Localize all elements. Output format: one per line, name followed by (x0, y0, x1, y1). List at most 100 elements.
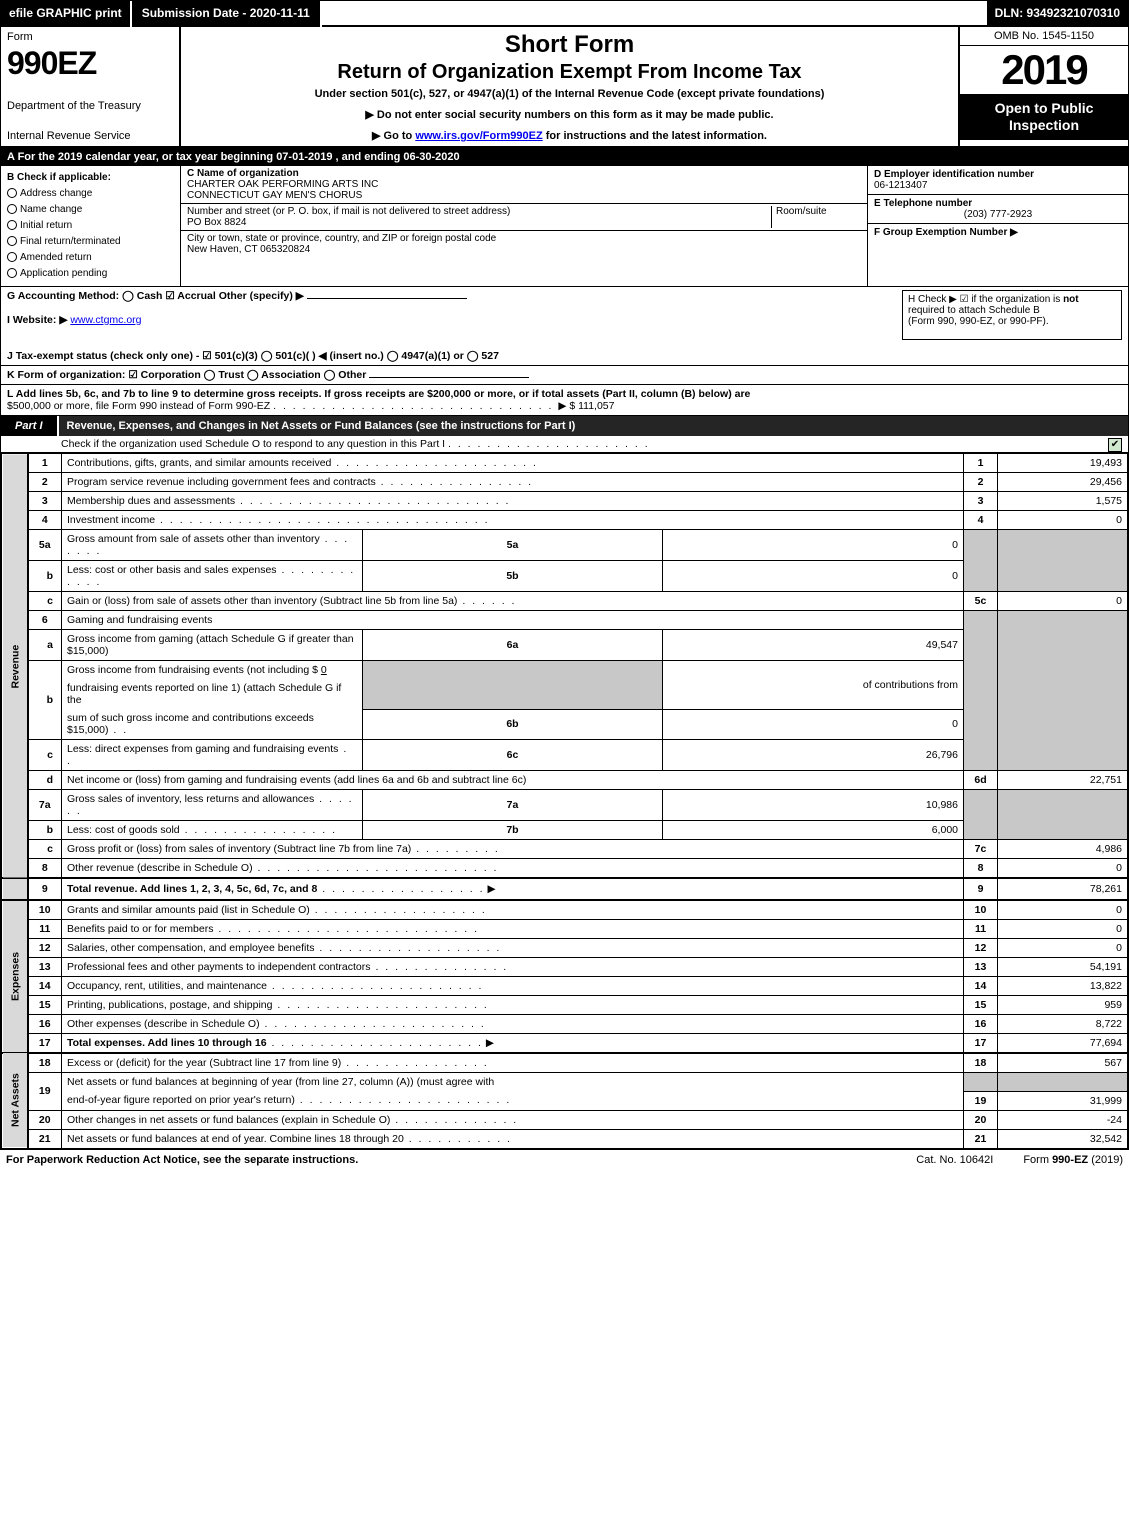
l-value: ▶ $ 111,057 (558, 400, 614, 412)
k-form-org: K Form of organization: ☑ Corporation ◯ … (7, 369, 366, 381)
goto-pre: ▶ Go to (372, 130, 415, 142)
dept-treasury: Department of the Treasury (7, 100, 173, 112)
ln6d-on: 6d (964, 771, 998, 790)
c-name-label: C Name of organization (187, 168, 299, 179)
ln1-ov: 19,493 (998, 454, 1128, 473)
h-line2: required to attach Schedule B (908, 305, 1040, 316)
ln6b-mv: 0 (663, 709, 964, 740)
ln15-on: 15 (964, 996, 998, 1015)
e-phone-value: (203) 777-2923 (874, 209, 1122, 220)
ln6a-mn: 6a (362, 630, 663, 661)
ln21-desc: Net assets or fund balances at end of ye… (62, 1129, 964, 1148)
ln6b-desc2: fundraising events reported on line 1) (… (62, 679, 363, 709)
ln6b-greyn (362, 661, 663, 710)
ln5c-ov: 0 (998, 592, 1128, 611)
ln19-desc1: Net assets or fund balances at beginning… (62, 1073, 964, 1092)
h-line3: (Form 990, 990-EZ, or 990-PF). (908, 316, 1049, 327)
k-other-field[interactable] (369, 377, 529, 378)
chk-amended[interactable]: Amended return (7, 250, 174, 266)
ln1-num: 1 (28, 454, 62, 473)
chk-name-change[interactable]: Name change (7, 202, 174, 218)
side-netassets: Net Assets (2, 1053, 28, 1148)
ln7c-num: c (28, 840, 62, 859)
chk-app-pending[interactable]: Application pending (7, 266, 174, 282)
ln20-desc: Other changes in net assets or fund bala… (62, 1110, 964, 1129)
ln13-num: 13 (28, 958, 62, 977)
under-section: Under section 501(c), 527, or 4947(a)(1)… (189, 88, 950, 100)
l-line2: $500,000 or more, file Form 990 instead … (7, 400, 270, 412)
ln4-on: 4 (964, 511, 998, 530)
org-name-2: CONNECTICUT GAY MEN'S CHORUS (187, 190, 362, 201)
ln7c-on: 7c (964, 840, 998, 859)
footer-right: Form 990-EZ (2019) (1023, 1154, 1123, 1166)
part-i-checkbox[interactable]: ✔ (1108, 438, 1122, 452)
submission-date: Submission Date - 2020-11-11 (130, 1, 322, 27)
footer-catno: Cat. No. 10642I (886, 1154, 1023, 1166)
c-city-label: City or town, state or province, country… (187, 233, 496, 244)
g-other-field[interactable] (307, 298, 467, 299)
ln2-on: 2 (964, 473, 998, 492)
ln7ab-grey2 (998, 790, 1128, 840)
efile-print-label[interactable]: efile GRAPHIC print (1, 1, 130, 27)
ln8-on: 8 (964, 859, 998, 879)
chk-address-change[interactable]: Address change (7, 186, 174, 202)
row-k: K Form of organization: ☑ Corporation ◯ … (1, 366, 1128, 385)
l-line1: L Add lines 5b, 6c, and 7b to line 9 to … (7, 388, 750, 400)
ln7c-desc: Gross profit or (loss) from sales of inv… (62, 840, 964, 859)
form-number: 990EZ (7, 45, 173, 82)
irs-link[interactable]: www.irs.gov/Form990EZ (415, 130, 542, 142)
org-name-1: CHARTER OAK PERFORMING ARTS INC (187, 179, 378, 190)
h-line1: H Check ▶ ☑ if the organization is (908, 294, 1063, 305)
chk-initial-return[interactable]: Initial return (7, 218, 174, 234)
ln21-ov: 32,542 (998, 1129, 1128, 1148)
i-website-link[interactable]: www.ctgmc.org (70, 314, 141, 326)
tax-year: 2019 (960, 46, 1128, 94)
d-ein-label: D Employer identification number (874, 169, 1034, 180)
d-ein-value: 06-1213407 (874, 180, 927, 191)
e-phone-label: E Telephone number (874, 198, 972, 209)
ln13-desc: Professional fees and other payments to … (62, 958, 964, 977)
ln16-num: 16 (28, 1015, 62, 1034)
return-title: Return of Organization Exempt From Incom… (189, 61, 950, 84)
c-addr-label: Number and street (or P. O. box, if mail… (187, 206, 510, 217)
ln5ab-grey1 (964, 530, 998, 592)
ln15-num: 15 (28, 996, 62, 1015)
ln19-on: 19 (964, 1091, 998, 1110)
side-revenue: Revenue (2, 454, 28, 879)
ln15-desc: Printing, publications, postage, and shi… (62, 996, 964, 1015)
ln5a-num: 5a (28, 530, 62, 561)
box-h: H Check ▶ ☑ if the organization is not r… (902, 290, 1122, 340)
ln11-ov: 0 (998, 920, 1128, 939)
part-i-sub-text: Check if the organization used Schedule … (61, 438, 445, 450)
g-accounting: G Accounting Method: ◯ Cash ☑ Accrual Ot… (7, 290, 304, 302)
ln6-grey2 (998, 611, 1128, 771)
ln7b-mv: 6,000 (663, 821, 964, 840)
ln6-num: 6 (28, 611, 62, 630)
room-suite-label: Room/suite (776, 206, 827, 217)
ln18-num: 18 (28, 1053, 62, 1073)
ln9-on: 9 (964, 878, 998, 900)
ln5a-mv: 0 (663, 530, 964, 561)
ln6-desc: Gaming and fundraising events (62, 611, 964, 630)
ln14-desc: Occupancy, rent, utilities, and maintena… (62, 977, 964, 996)
row-g-h: H Check ▶ ☑ if the organization is not r… (1, 287, 1128, 347)
ln10-desc: Grants and similar amounts paid (list in… (62, 900, 964, 920)
ln6c-desc: Less: direct expenses from gaming and fu… (62, 740, 363, 771)
ln16-desc: Other expenses (describe in Schedule O) … (62, 1015, 964, 1034)
ln5c-desc: Gain or (loss) from sale of assets other… (62, 592, 964, 611)
ln12-desc: Salaries, other compensation, and employ… (62, 939, 964, 958)
goto-line: ▶ Go to www.irs.gov/Form990EZ for instru… (189, 129, 950, 142)
org-info-block: B Check if applicable: Address change Na… (1, 166, 1128, 287)
ln7a-num: 7a (28, 790, 62, 821)
ln6b-desc3: sum of such gross income and contributio… (62, 709, 363, 740)
ln2-desc: Program service revenue including govern… (62, 473, 964, 492)
ln17-num: 17 (28, 1034, 62, 1054)
ln11-desc: Benefits paid to or for members . . . . … (62, 920, 964, 939)
col-def: D Employer identification number 06-1213… (868, 166, 1128, 286)
col-b-title: B Check if applicable: (7, 172, 111, 183)
row-l: L Add lines 5b, 6c, and 7b to line 9 to … (1, 385, 1128, 416)
chk-final-return[interactable]: Final return/terminated (7, 234, 174, 250)
ln5a-desc: Gross amount from sale of assets other t… (62, 530, 363, 561)
ln21-on: 21 (964, 1129, 998, 1148)
ln7b-mn: 7b (362, 821, 663, 840)
